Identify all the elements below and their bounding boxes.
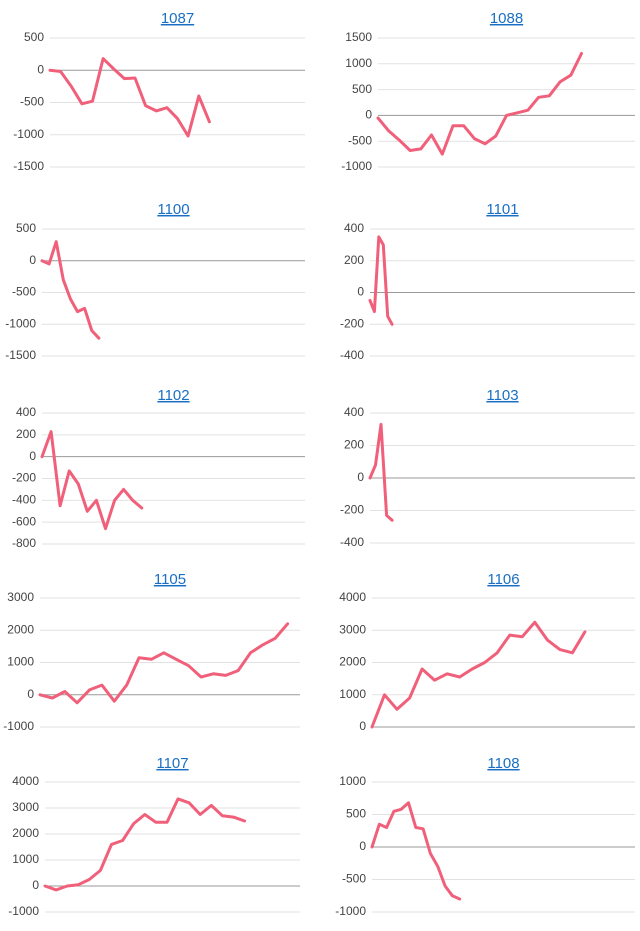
chart-title[interactable]: 1101 <box>486 201 518 218</box>
y-tick-label: 0 <box>29 449 36 463</box>
chart-title[interactable]: 1106 <box>487 571 519 588</box>
y-tick-label: 1000 <box>12 852 39 866</box>
chart-title[interactable]: 1108 <box>487 755 519 772</box>
data-line <box>370 801 462 901</box>
chart-title[interactable]: 1103 <box>486 387 518 404</box>
data-line <box>368 235 394 326</box>
y-tick-label: -1000 <box>3 719 34 733</box>
y-tick-label: -1000 <box>8 904 39 918</box>
line-chart: 1106 4000 3000 2000 1000 0 <box>339 571 635 733</box>
y-tick-label: -1000 <box>13 127 44 141</box>
line-chart: 1107 4000 3000 2000 1000 0 -1000 <box>8 755 300 918</box>
y-tick-label: -200 <box>12 471 36 485</box>
y-tick-label: 0 <box>365 108 372 122</box>
line-chart: 1100 500 0 -500 -1000 -1500 <box>5 201 305 362</box>
line-chart: 1102 400 200 0 -200 -400 -600 -800 <box>12 387 305 550</box>
y-tick-label: 0 <box>359 719 366 733</box>
y-tick-label: 0 <box>29 253 36 267</box>
y-tick-label: 2000 <box>7 622 34 636</box>
y-tick-label: 400 <box>344 405 364 419</box>
y-tick-label: 1000 <box>7 655 34 669</box>
data-line <box>376 52 583 156</box>
y-tick-label: 4000 <box>12 774 39 788</box>
y-tick-label: 0 <box>359 839 366 853</box>
y-tick-label: 500 <box>346 807 366 821</box>
line-chart: 1105 3000 2000 1000 0 -1000 <box>3 571 300 733</box>
y-tick-label: -400 <box>340 535 364 549</box>
y-tick-label: 200 <box>344 438 364 452</box>
y-tick-label: -500 <box>348 133 372 147</box>
y-tick-label: 500 <box>16 221 36 235</box>
data-line <box>370 620 587 729</box>
y-tick-label: 500 <box>24 30 44 44</box>
y-tick-label: 3000 <box>7 590 34 604</box>
chart-title[interactable]: 1107 <box>156 755 188 772</box>
chart-title[interactable]: 1088 <box>490 10 523 27</box>
y-tick-label: 0 <box>357 470 364 484</box>
y-tick-label: 0 <box>37 62 44 76</box>
y-tick-label: -500 <box>342 872 366 886</box>
line-chart: 1108 1000 500 0 -500 -1000 <box>335 755 635 918</box>
y-tick-label: -500 <box>12 285 36 299</box>
chart-title[interactable]: 1087 <box>161 10 194 27</box>
line-chart: 1101 400 200 0 -200 -400 <box>340 201 635 362</box>
data-line <box>43 797 247 892</box>
data-line <box>368 422 394 522</box>
y-tick-label: 0 <box>27 687 34 701</box>
y-tick-label: 0 <box>32 878 39 892</box>
y-tick-label: 1000 <box>339 687 366 701</box>
y-tick-label: -1000 <box>335 904 366 918</box>
chart-title[interactable]: 1105 <box>154 571 186 588</box>
y-tick-label: -200 <box>340 316 364 330</box>
y-tick-label: -200 <box>340 503 364 517</box>
data-line <box>48 57 211 138</box>
chart-title[interactable]: 1102 <box>157 387 189 404</box>
y-tick-label: 3000 <box>12 800 39 814</box>
line-chart: 1088 1500 1000 500 0 -500 -1000 <box>341 10 635 173</box>
y-tick-label: -500 <box>20 95 44 109</box>
y-tick-label: -1500 <box>5 348 36 362</box>
y-tick-label: -400 <box>12 493 36 507</box>
y-tick-label: 400 <box>16 405 36 419</box>
y-tick-label: 400 <box>344 221 364 235</box>
y-tick-label: 200 <box>344 253 364 267</box>
y-tick-label: 500 <box>352 82 372 96</box>
y-tick-label: -800 <box>12 536 36 550</box>
y-tick-label: -1000 <box>5 316 36 330</box>
y-tick-label: 0 <box>357 285 364 299</box>
y-tick-label: 4000 <box>339 590 366 604</box>
y-tick-label: 3000 <box>339 622 366 636</box>
y-tick-label: 2000 <box>12 826 39 840</box>
line-chart: 1103 400 200 0 -200 -400 <box>340 387 635 549</box>
y-tick-label: -400 <box>340 348 364 362</box>
data-line <box>40 240 101 340</box>
y-tick-label: 1000 <box>339 774 366 788</box>
y-tick-label: 1000 <box>345 56 372 70</box>
y-tick-label: -600 <box>12 514 36 528</box>
chart-title[interactable]: 1100 <box>157 201 189 218</box>
y-tick-label: 2000 <box>339 655 366 669</box>
y-tick-label: 200 <box>16 427 36 441</box>
line-chart: 1087 500 0 -500 -1000 -1500 <box>13 10 305 173</box>
y-tick-label: -1500 <box>13 159 44 173</box>
y-tick-label: 1500 <box>345 30 372 44</box>
data-line <box>40 430 144 531</box>
y-tick-label: -1000 <box>341 159 372 173</box>
data-line <box>38 622 290 705</box>
